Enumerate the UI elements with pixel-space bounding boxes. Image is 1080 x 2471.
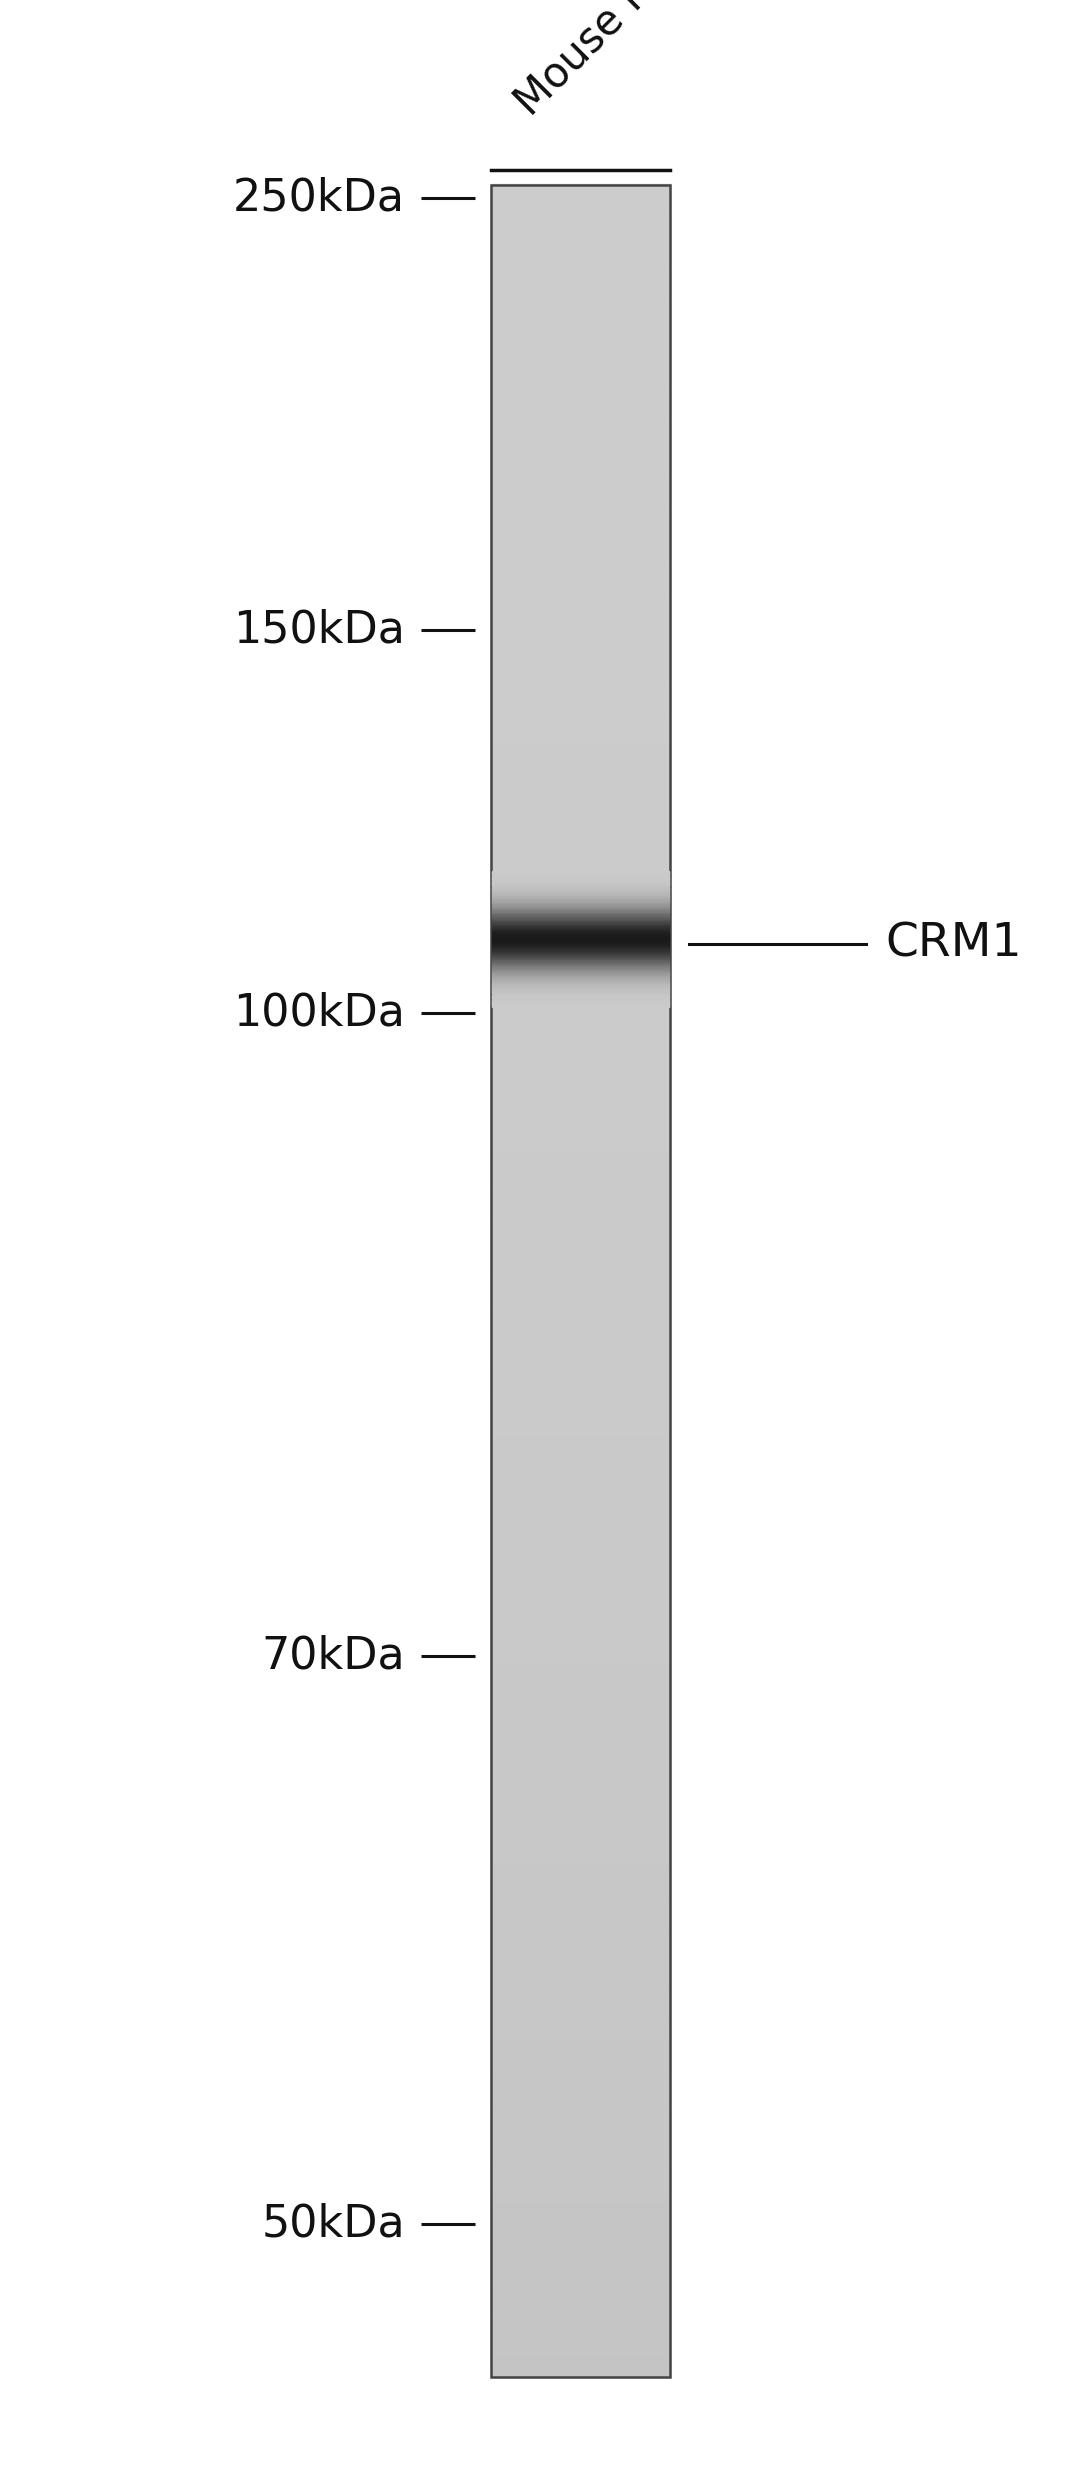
Text: 100kDa: 100kDa bbox=[233, 991, 405, 1035]
Bar bbox=[491, 185, 670, 2377]
Text: 150kDa: 150kDa bbox=[233, 608, 405, 652]
Text: 70kDa: 70kDa bbox=[261, 1633, 405, 1678]
Bar bbox=[491, 185, 670, 2377]
Text: Mouse lung: Mouse lung bbox=[508, 0, 705, 124]
Text: 250kDa: 250kDa bbox=[233, 175, 405, 220]
Text: CRM1: CRM1 bbox=[886, 922, 1023, 966]
Text: 50kDa: 50kDa bbox=[261, 2202, 405, 2246]
